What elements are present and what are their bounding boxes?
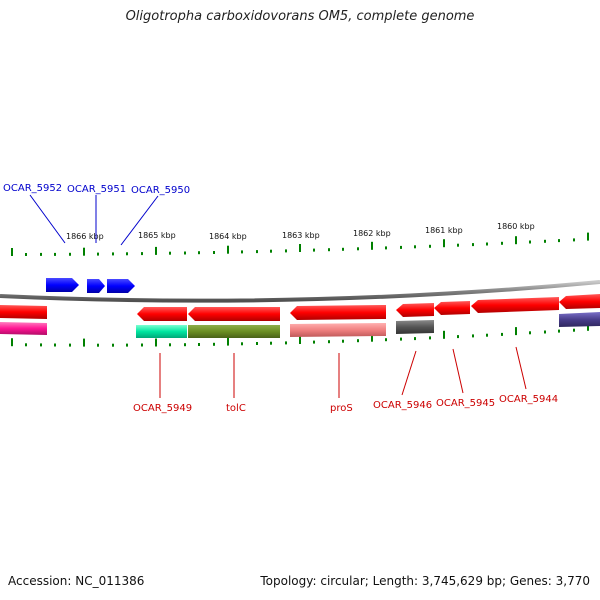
category-bar-salmon [290,323,386,337]
scale-label-1863: 1863 kbp [282,231,320,240]
scale-label-1862: 1862 kbp [353,229,391,238]
leader-ocar-5944 [515,346,527,390]
category-bar-olive [188,325,280,338]
gene-ocar-5949[interactable] [137,307,187,321]
gene-ocar-5945[interactable] [434,301,470,315]
gene-pros[interactable] [290,305,386,320]
label-pros[interactable]: proS [330,403,353,414]
scale-label-1865: 1865 kbp [138,231,176,240]
scale-label-1864: 1864 kbp [209,232,247,241]
category-bar-teal [136,325,187,338]
label-ocar-5950[interactable]: OCAR_5950 [131,185,190,196]
map-title: Oligotropha carboxidovorans OM5, complet… [125,9,475,24]
gene-ocar-5950[interactable] [107,279,135,293]
category-bar-pink [0,322,47,335]
leader-ocar-5945 [452,348,464,394]
upper-tick-marks [11,232,589,256]
label-ocar-5952[interactable]: OCAR_5952 [3,183,62,194]
topology-text: Topology: circular; Length: 3,745,629 bp… [260,574,590,588]
accession-text: Accession: NC_011386 [8,574,145,588]
leader-ocar-5946 [401,350,417,396]
category-bar-slate [559,312,600,327]
gene-left-edge[interactable] [0,305,47,319]
label-ocar-5944[interactable]: OCAR_5944 [499,394,558,405]
scale-label-1860: 1860 kbp [497,222,535,231]
label-ocar-5949[interactable]: OCAR_5949 [133,403,192,414]
label-ocar-5945[interactable]: OCAR_5945 [436,398,495,409]
category-bar-gray [396,320,434,334]
gene-tolc[interactable] [188,307,280,321]
leader-ocar-5952 [29,194,66,244]
scale-label-1866: 1866 kbp [66,232,104,241]
scale-label-1861: 1861 kbp [425,226,463,235]
gene-ocar-5946[interactable] [396,303,434,317]
gene-ocar-5952[interactable] [46,278,79,292]
genome-backbone [0,280,600,303]
label-ocar-5946[interactable]: OCAR_5946 [373,400,432,411]
gene-ocar-5944[interactable] [471,297,559,313]
gene-right-edge[interactable] [559,294,600,309]
gene-ocar-5951[interactable] [87,279,105,293]
leader-ocar-5950 [120,195,159,246]
lower-tick-marks [11,322,589,347]
label-tolc[interactable]: tolC [226,403,246,414]
label-ocar-5951[interactable]: OCAR_5951 [67,184,126,195]
